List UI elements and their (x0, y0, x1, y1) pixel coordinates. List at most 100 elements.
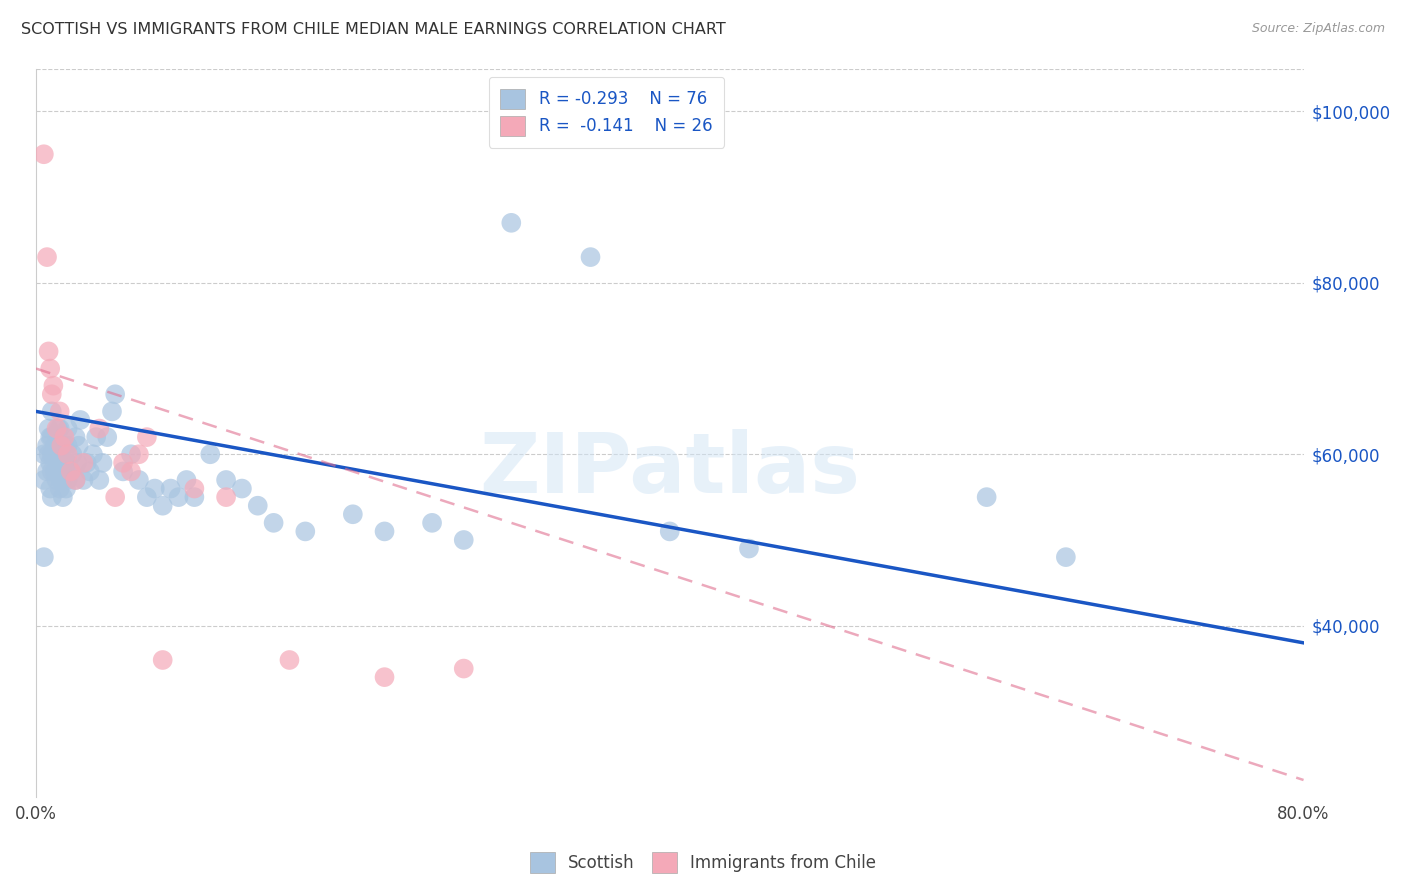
Point (35, 464, 58, 478)
Point (32, 550, 55, 565)
Point (91, 456, 114, 470)
Point (32, 473, 55, 487)
Point (48, 421, 70, 435)
Point (65, 473, 87, 487)
Point (453, 533, 475, 547)
Point (69, 413, 91, 427)
Point (48, 482, 70, 496)
Point (176, 473, 198, 487)
Point (263, 516, 285, 530)
Point (246, 499, 269, 513)
Point (373, 670, 395, 684)
Point (501, 216, 523, 230)
Legend: R = -0.293    N = 76, R =  -0.141    N = 26: R = -0.293 N = 76, R = -0.141 N = 26 (489, 77, 724, 147)
Point (128, 473, 150, 487)
Point (60, 447, 83, 461)
Point (39, 456, 62, 470)
Point (89, 421, 111, 435)
Point (41, 490, 63, 504)
Point (53, 430, 76, 444)
Point (82, 447, 104, 461)
Point (579, 250, 602, 264)
Point (183, 490, 205, 504)
Point (48, 447, 70, 461)
Point (152, 499, 174, 513)
Point (135, 430, 157, 444)
Point (51, 439, 73, 453)
Point (52, 490, 75, 504)
Point (104, 490, 127, 504)
Point (53, 439, 76, 453)
Point (658, 524, 681, 539)
Point (38, 344, 60, 359)
Point (44, 464, 66, 478)
Point (44, 439, 66, 453)
Point (45, 421, 67, 435)
Point (152, 653, 174, 667)
Point (41, 464, 63, 478)
Point (46, 421, 69, 435)
Point (35, 250, 58, 264)
Point (48, 404, 70, 418)
Point (41, 387, 63, 401)
Point (143, 482, 166, 496)
Point (72, 456, 94, 470)
Point (976, 490, 998, 504)
Point (55, 482, 77, 496)
Point (35, 439, 58, 453)
Point (84, 430, 107, 444)
Point (56, 421, 79, 435)
Point (167, 490, 190, 504)
Point (65, 430, 87, 444)
Point (278, 653, 301, 667)
Text: ZIPatlas: ZIPatlas (479, 429, 860, 509)
Point (56, 439, 79, 453)
Point (41, 404, 63, 418)
Point (104, 387, 127, 401)
Point (32, 447, 55, 461)
Point (45, 473, 67, 487)
Point (1054, 550, 1077, 565)
Point (373, 524, 395, 539)
Point (738, 541, 761, 556)
Point (39, 430, 62, 444)
Point (120, 447, 142, 461)
Text: SCOTTISH VS IMMIGRANTS FROM CHILE MEDIAN MALE EARNINGS CORRELATION CHART: SCOTTISH VS IMMIGRANTS FROM CHILE MEDIAN… (21, 22, 725, 37)
Point (294, 524, 316, 539)
Point (42, 378, 65, 392)
Point (76, 456, 98, 470)
Point (159, 482, 181, 496)
Point (420, 516, 443, 530)
Point (56, 447, 79, 461)
Point (200, 447, 222, 461)
Point (46, 456, 69, 470)
Point (120, 464, 142, 478)
Point (112, 456, 135, 470)
Legend: Scottish, Immigrants from Chile: Scottish, Immigrants from Chile (523, 846, 883, 880)
Point (72, 473, 94, 487)
Point (53, 456, 76, 470)
Point (96, 430, 118, 444)
Point (453, 662, 475, 676)
Point (38, 447, 60, 461)
Point (41, 430, 63, 444)
Point (66, 456, 89, 470)
Point (39, 361, 62, 376)
Point (51, 473, 73, 487)
Point (135, 490, 157, 504)
Point (342, 508, 364, 522)
Point (89, 473, 111, 487)
Point (65, 473, 87, 487)
Point (183, 482, 205, 496)
Point (32, 147, 55, 161)
Point (41, 447, 63, 461)
Point (79, 464, 101, 478)
Point (48, 464, 70, 478)
Point (56, 456, 79, 470)
Point (215, 473, 238, 487)
Point (67, 439, 90, 453)
Point (59, 464, 82, 478)
Point (39, 482, 62, 496)
Point (38, 421, 60, 435)
Text: Source: ZipAtlas.com: Source: ZipAtlas.com (1251, 22, 1385, 36)
